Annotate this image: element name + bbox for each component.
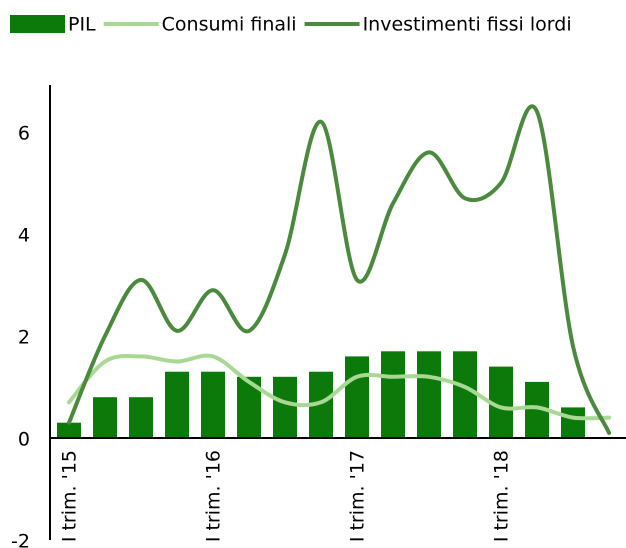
y-tick-label: 0 [18,429,30,451]
bar [93,397,117,438]
legend-label: Investimenti fissi lordi [363,14,572,36]
x-tick-label: I trim. '17 [347,450,369,542]
bar [57,422,81,438]
y-tick-label: 2 [18,327,30,349]
bar [381,351,405,438]
bar [417,351,441,438]
x-tick-label: I trim. '15 [59,450,81,542]
bar [201,371,225,438]
legend-label: Consumi finali [162,14,297,36]
legend-label: PIL [68,14,96,36]
y-tick-label: 4 [18,225,30,247]
x-tick-label: I trim. '18 [491,450,513,542]
y-tick-label: -2 [11,531,30,548]
line-series [67,104,611,435]
bar [345,356,369,438]
x-tick-label: I trim. '16 [203,450,225,542]
bar [561,407,585,438]
bar [453,351,477,438]
line-series [67,353,611,421]
y-tick-label: 6 [18,123,30,145]
bar [273,376,297,438]
bar [129,397,153,438]
legend-swatch [10,15,65,33]
bar [165,371,189,438]
